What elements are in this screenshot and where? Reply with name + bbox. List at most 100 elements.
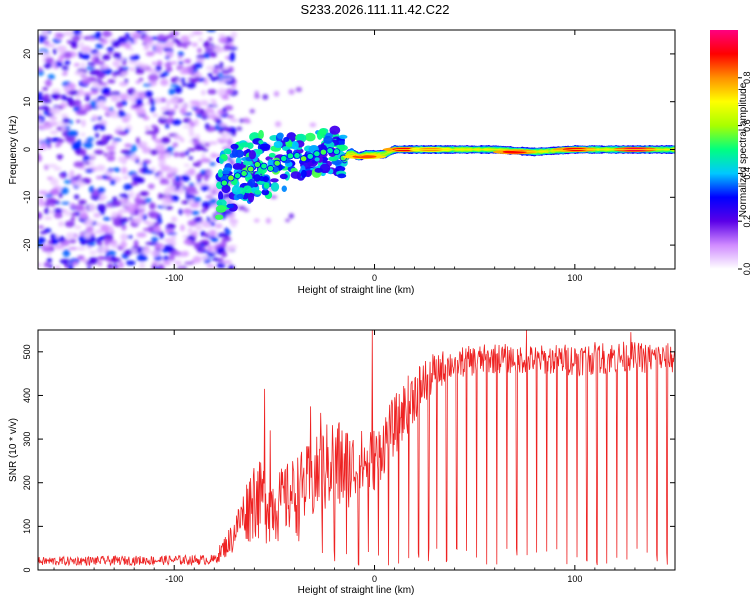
colorbar: 0.0 0.2 0.4 0.6 0.8 Normalized spectral ampl… [710, 30, 750, 275]
ridge-blob [273, 140, 283, 149]
noise-speckle [173, 151, 179, 158]
noise-speckle [65, 135, 76, 143]
ridge-blob [243, 185, 252, 194]
noise-speckle [123, 183, 133, 191]
noise-speckle [88, 256, 99, 265]
noise-speckle [184, 150, 190, 156]
ridge-blob [314, 157, 320, 162]
noise-speckle [95, 43, 104, 49]
noise-speckle [38, 262, 42, 267]
noise-speckle [242, 117, 250, 123]
noise-speckle [153, 126, 159, 134]
ridge-blob [223, 148, 232, 155]
ridge-blob [270, 182, 280, 192]
ridge-blob [335, 165, 346, 172]
noise-speckle [179, 266, 185, 269]
noise-speckle [171, 250, 182, 256]
noise-speckle [221, 240, 227, 247]
noise-speckle [208, 187, 213, 196]
noise-speckle [156, 60, 163, 67]
noise-speckle [222, 66, 230, 71]
noise-speckle [168, 88, 175, 96]
noise-speckle [87, 241, 96, 247]
noise-speckle [200, 220, 209, 225]
noise-speckle [119, 81, 128, 87]
noise-speckle [228, 264, 235, 269]
noise-speckle [273, 91, 280, 97]
ridge-blob [282, 146, 290, 151]
noise-speckle [61, 72, 68, 76]
noise-speckle [254, 94, 261, 99]
noise-speckle [58, 139, 65, 143]
y-tick-label: 100 [22, 519, 32, 534]
noise-speckle [193, 218, 202, 222]
noise-speckle [151, 249, 161, 257]
noise-speckle [174, 181, 184, 186]
noise-speckle [101, 174, 109, 180]
ridge-blob [242, 160, 253, 166]
noise-speckle [70, 216, 76, 222]
noise-speckle [80, 53, 91, 60]
noise-speckle [44, 207, 50, 215]
noise-speckle [57, 154, 62, 161]
noise-speckle [125, 260, 136, 266]
noise-speckle [155, 65, 162, 72]
noise-speckle [178, 61, 184, 65]
noise-speckle [288, 213, 294, 219]
noise-speckle [152, 226, 162, 233]
noise-speckle [113, 52, 119, 59]
noise-speckle [101, 32, 113, 37]
noise-speckle [67, 99, 78, 107]
ridge-blob [230, 143, 239, 150]
noise-speckle [40, 124, 51, 130]
noise-speckle [92, 69, 102, 73]
noise-speckle [154, 266, 161, 269]
noise-speckle [183, 43, 188, 49]
noise-speckle [141, 146, 152, 154]
ridge-blob [217, 169, 224, 178]
x-tick-label: -100 [165, 574, 183, 584]
noise-speckle [56, 45, 67, 52]
noise-speckle [44, 193, 54, 198]
noise-speckle [111, 40, 122, 48]
noise-speckle [49, 130, 59, 135]
noise-speckle [96, 164, 106, 172]
noise-speckle [97, 256, 106, 261]
noise-speckle [201, 255, 210, 261]
ridge-blob [239, 142, 251, 148]
noise-speckle [205, 107, 212, 114]
noise-speckle [151, 213, 159, 219]
noise-speckle [309, 122, 317, 128]
noise-speckle [80, 62, 86, 70]
noise-speckle [86, 62, 96, 66]
noise-speckle [198, 37, 204, 43]
noise-speckle [224, 80, 235, 85]
ridge-blob [276, 132, 284, 139]
ridge-blob [291, 141, 299, 150]
noise-speckle [69, 169, 75, 176]
noise-speckle [149, 149, 159, 156]
noise-speckle [104, 239, 110, 246]
noise-speckle [128, 191, 135, 199]
noise-speckle [131, 104, 142, 108]
noise-speckle [44, 202, 51, 207]
noise-speckle [190, 121, 195, 128]
noise-speckle [158, 158, 166, 166]
noise-speckle [74, 225, 82, 230]
noise-speckle [165, 67, 173, 72]
noise-speckle [215, 258, 220, 262]
noise-speckle [67, 83, 75, 89]
noise-speckle [74, 204, 85, 212]
snr-panel: -100 0 100 0 100 200 300 400 500 Height of strai… [8, 329, 676, 596]
noise-speckle [162, 199, 168, 207]
colorbar-tick-label: 0.0 [742, 263, 750, 276]
noise-speckle [71, 141, 82, 149]
noise-speckle [100, 224, 110, 232]
noise-speckle [83, 104, 90, 109]
noise-speckle [111, 266, 119, 269]
ridge-blob [258, 129, 264, 140]
noise-speckle [39, 231, 48, 235]
y-tick-label: 20 [22, 49, 32, 59]
noise-speckle [202, 148, 209, 152]
noise-speckle [129, 55, 139, 61]
